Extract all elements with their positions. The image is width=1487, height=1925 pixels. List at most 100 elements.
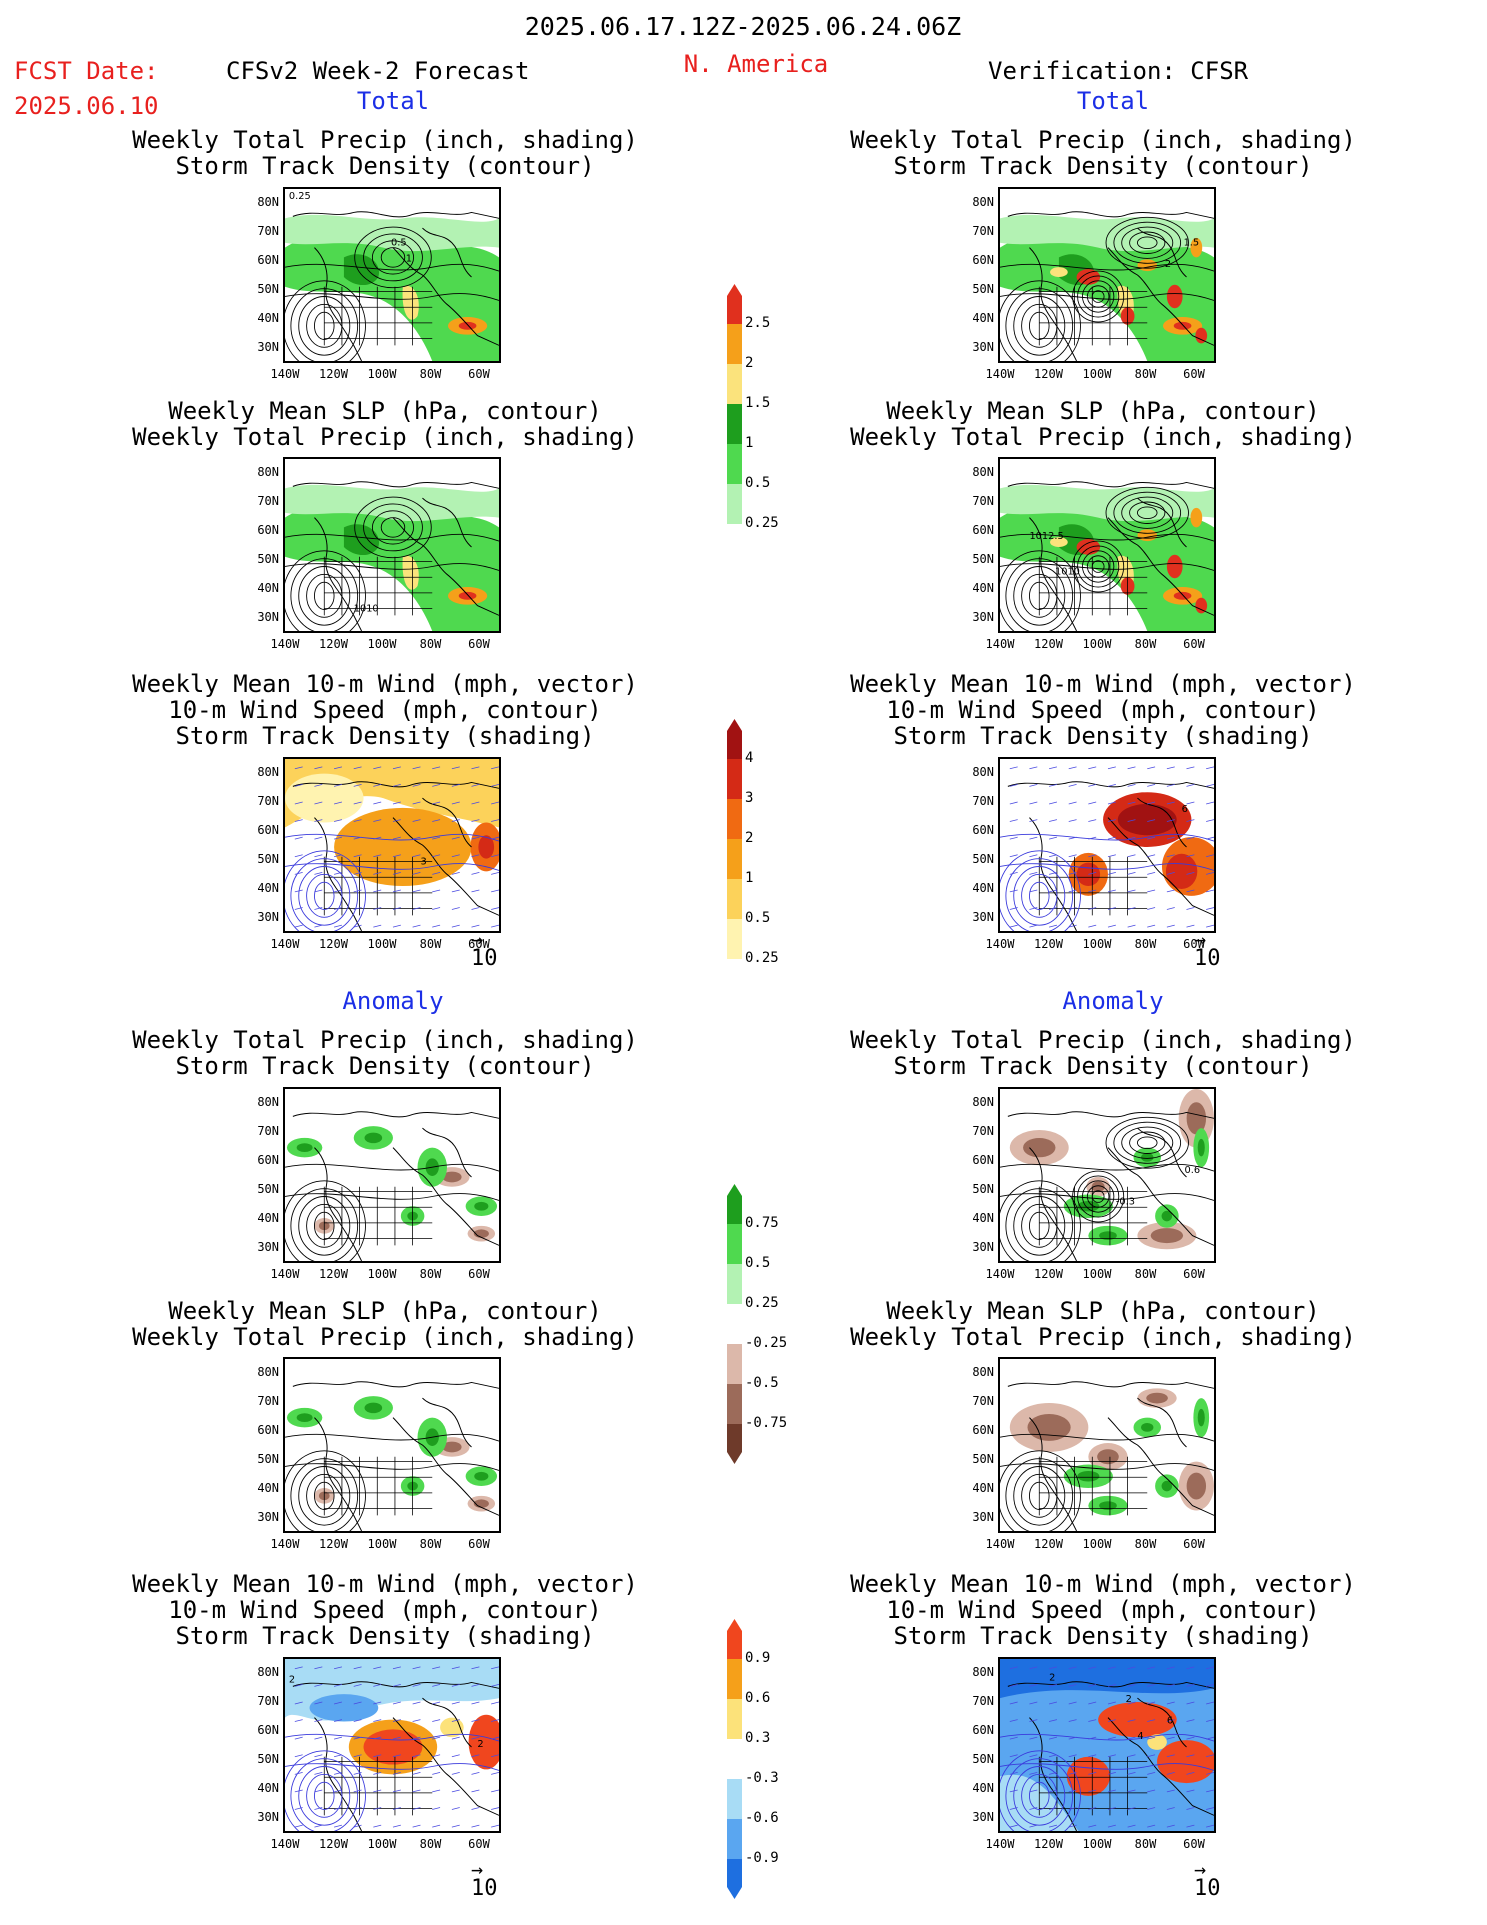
lon-tick-label: 80W bbox=[419, 1537, 442, 1551]
colorbar-label: 0.9 bbox=[745, 1650, 771, 1666]
lon-tick-label: 140W bbox=[985, 367, 1015, 381]
storm-shade bbox=[334, 807, 472, 887]
precip-anom-shade bbox=[1099, 1231, 1117, 1240]
storm-anom-shade bbox=[1066, 1756, 1110, 1796]
lat-tick-label: 40N bbox=[257, 881, 279, 895]
colorbar-label: 4 bbox=[745, 750, 754, 766]
lat-tick-label: 30N bbox=[257, 910, 279, 924]
lat-tick-label: 60N bbox=[257, 1423, 279, 1437]
panel-title-line: Weekly Mean 10-m Wind (mph, vector) bbox=[132, 670, 638, 698]
map-canvas: 0.6 -0.3 bbox=[1000, 1089, 1214, 1261]
colorbar-segment bbox=[727, 444, 742, 484]
colorbar-label: 2 bbox=[745, 830, 754, 846]
precip-shade bbox=[285, 504, 499, 631]
precip-shade bbox=[1190, 237, 1203, 258]
lon-tick-label: 140W bbox=[985, 937, 1015, 951]
lat-tick-label: 70N bbox=[257, 794, 279, 808]
precip-anom-shade bbox=[442, 1171, 462, 1183]
contour-label: 2 bbox=[289, 1674, 295, 1685]
lat-tick-label: 60N bbox=[972, 823, 994, 837]
colorbar-segment bbox=[727, 1384, 742, 1424]
lat-tick-label: 80N bbox=[972, 765, 994, 779]
colorbar-segment bbox=[727, 759, 742, 799]
contour-layer bbox=[285, 1163, 499, 1261]
colorbar-label: -0.9 bbox=[745, 1850, 779, 1866]
colorbar-segment bbox=[727, 959, 742, 999]
lat-tick-label: 50N bbox=[257, 1452, 279, 1466]
map-panel: 2 2 4 6 bbox=[998, 1657, 1216, 1833]
lon-tick-label: 120W bbox=[1034, 367, 1063, 381]
colorbar-label: 0.3 bbox=[745, 1730, 771, 1746]
lat-tick-label: 30N bbox=[972, 1810, 994, 1824]
lon-tick-label: 80W bbox=[419, 637, 442, 651]
map-canvas: 21.5 bbox=[1000, 211, 1214, 361]
lat-tick-label: 40N bbox=[257, 1211, 279, 1225]
lon-tick-label: 140W bbox=[985, 1537, 1015, 1551]
panel-title-line: Weekly Mean SLP (hPa, contour) bbox=[886, 1297, 1320, 1325]
lat-tick-label: 60N bbox=[972, 1423, 994, 1437]
lat-tick-label: 50N bbox=[257, 552, 279, 566]
lat-tick-label: 30N bbox=[972, 910, 994, 924]
lat-tick-label: 50N bbox=[257, 282, 279, 296]
storm-anom-shade bbox=[1157, 1740, 1214, 1784]
lat-tick-label: 60N bbox=[257, 523, 279, 537]
lat-tick-label: 70N bbox=[972, 1694, 994, 1708]
map-canvas bbox=[1000, 1381, 1214, 1531]
precip-shade bbox=[458, 321, 477, 330]
lat-tick-label: 30N bbox=[972, 610, 994, 624]
map-panel bbox=[283, 1087, 501, 1263]
lat-tick-label: 40N bbox=[972, 1781, 994, 1795]
precip-anom-shade bbox=[1027, 1413, 1071, 1441]
lon-tick-label: 80W bbox=[1134, 1837, 1157, 1851]
precip-shade bbox=[1000, 234, 1214, 361]
colorbar-label: -0.75 bbox=[745, 1415, 788, 1431]
lon-tick-label: 60W bbox=[468, 367, 490, 381]
lat-tick-label: 50N bbox=[972, 552, 994, 566]
colorbar-label: -0.25 bbox=[745, 1335, 788, 1351]
precip-anom-shade bbox=[364, 1402, 383, 1414]
shading-layer bbox=[1009, 1388, 1214, 1516]
panel-title-line: Weekly Total Precip (inch, shading) bbox=[850, 423, 1356, 451]
lon-tick-label: 60W bbox=[468, 1837, 490, 1851]
lon-tick-label: 100W bbox=[1082, 937, 1112, 951]
map-panel bbox=[283, 1357, 501, 1533]
colorbar-label: 3 bbox=[745, 790, 754, 806]
lat-tick-label: 50N bbox=[972, 1182, 994, 1196]
colorbar-segment bbox=[727, 1424, 742, 1464]
vector-reference-value: 10 bbox=[471, 1876, 498, 1901]
precip-anom-shade bbox=[1186, 1102, 1207, 1135]
colorbar-segment bbox=[727, 284, 742, 324]
precip-anom-shade bbox=[1161, 1210, 1173, 1222]
lon-tick-label: 120W bbox=[319, 1267, 348, 1281]
precip-anom-shade bbox=[1023, 1137, 1056, 1158]
precip-shade bbox=[402, 555, 419, 590]
panel-title-line: 10-m Wind Speed (mph, contour) bbox=[886, 696, 1320, 724]
arrow-right-icon: → bbox=[471, 1857, 484, 1881]
lat-tick-label: 50N bbox=[257, 1752, 279, 1766]
lat-tick-label: 80N bbox=[257, 195, 279, 209]
contour-label: 1010 bbox=[354, 603, 379, 614]
lon-tick-label: 80W bbox=[419, 367, 442, 381]
storm-shade bbox=[1076, 862, 1101, 887]
panel-title-line: Storm Track Density (shading) bbox=[893, 722, 1313, 750]
precip-shade bbox=[1166, 284, 1183, 309]
shading-layer bbox=[285, 1659, 499, 1775]
colorbar-segment bbox=[727, 364, 742, 404]
lat-tick-label: 40N bbox=[257, 1781, 279, 1795]
map-canvas: 3 bbox=[285, 759, 499, 931]
wind-vectors bbox=[1009, 1666, 1214, 1828]
shading-layer bbox=[1068, 792, 1214, 896]
lon-tick-label: 60W bbox=[1183, 367, 1205, 381]
precip-anom-shade bbox=[1150, 1228, 1184, 1244]
contour-layer bbox=[285, 1733, 499, 1831]
contour-label: 2 bbox=[1126, 1694, 1132, 1705]
lat-tick-label: 70N bbox=[972, 494, 994, 508]
lat-tick-label: 80N bbox=[972, 465, 994, 479]
precip-shade bbox=[1173, 321, 1192, 330]
panel-title-line: Weekly Total Precip (inch, shading) bbox=[850, 1026, 1356, 1054]
precip-shade bbox=[1050, 537, 1068, 547]
precip-anom-shade bbox=[1141, 1423, 1154, 1432]
lat-tick-label: 40N bbox=[257, 581, 279, 595]
precip-shade bbox=[1166, 554, 1183, 579]
map-panel: 1012.5 1010 bbox=[998, 457, 1216, 633]
